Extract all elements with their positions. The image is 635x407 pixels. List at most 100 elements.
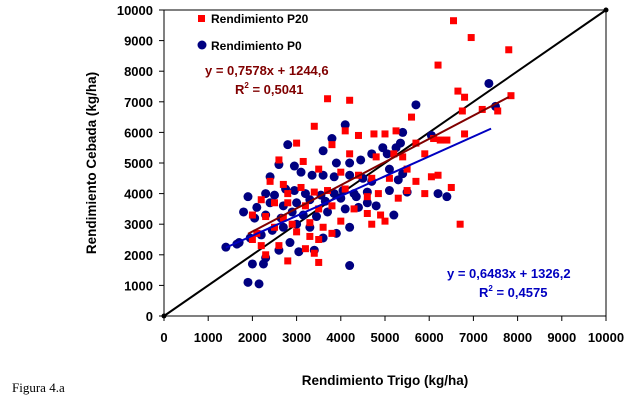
data-point-p0 <box>292 198 302 208</box>
data-point-p0 <box>442 192 452 202</box>
data-point-p20 <box>315 205 323 213</box>
data-point-p0 <box>340 204 350 214</box>
data-point-p0 <box>285 238 295 248</box>
data-point-p0 <box>289 186 299 196</box>
data-point-p0 <box>484 78 494 88</box>
data-point-p20 <box>293 228 301 236</box>
data-point-p20 <box>443 136 451 144</box>
data-point-p20 <box>262 213 270 221</box>
y-tick-label: 6000 <box>124 125 153 140</box>
data-point-p20 <box>279 180 287 188</box>
data-point-p20 <box>284 257 292 265</box>
x-tick-label: 10000 <box>588 330 624 345</box>
data-point-p20 <box>381 217 389 225</box>
reference-end-point <box>603 7 609 13</box>
data-point-p20 <box>430 135 438 143</box>
data-point-p20 <box>297 183 305 191</box>
data-point-p0 <box>289 161 299 171</box>
y-tick-label: 1000 <box>124 278 153 293</box>
legend-marker-p20 <box>198 15 205 22</box>
data-point-p0 <box>247 259 257 269</box>
data-point-p20 <box>394 194 402 202</box>
data-point-p0 <box>329 189 339 199</box>
data-point-p20 <box>306 219 314 227</box>
data-point-p20 <box>392 127 400 135</box>
data-point-p0 <box>294 247 304 257</box>
y-tick-label: 7000 <box>124 95 153 110</box>
data-point-p20 <box>370 130 378 138</box>
y-tick-label: 3000 <box>124 217 153 232</box>
data-point-p20 <box>454 87 462 95</box>
data-point-p20 <box>266 177 274 185</box>
data-point-p20 <box>461 130 469 138</box>
data-point-p20 <box>341 185 349 193</box>
data-point-p20 <box>299 157 307 165</box>
data-point-p0 <box>362 198 372 208</box>
data-point-p0 <box>398 127 408 137</box>
data-point-p0 <box>384 164 394 174</box>
data-point-p20 <box>257 242 265 250</box>
data-point-p20 <box>315 165 323 173</box>
equation-p0: y = 0,6483x + 1326,2 <box>447 266 571 281</box>
data-point-p0 <box>382 149 392 159</box>
x-tick-label: 3000 <box>282 330 311 345</box>
data-point-p0 <box>433 189 443 199</box>
data-point-p20 <box>368 174 376 182</box>
data-point-p20 <box>450 17 458 25</box>
x-tick-label: 5000 <box>371 330 400 345</box>
data-point-p20 <box>306 232 314 240</box>
data-point-p20 <box>505 46 513 54</box>
x-axis-title: Rendimiento Trigo (kg/ha) <box>302 373 469 388</box>
data-point-p0 <box>411 100 421 110</box>
r2-value-p0: = 0,4575 <box>493 285 548 300</box>
y-tick-label: 9000 <box>124 34 153 49</box>
data-point-p20 <box>310 249 318 257</box>
data-point-p0 <box>254 279 264 289</box>
x-tick-label: 0 <box>160 330 167 345</box>
data-point-p20 <box>248 236 256 243</box>
data-point-p0 <box>252 202 262 212</box>
trend-line-p0 <box>225 127 492 249</box>
data-point-p0 <box>261 189 271 199</box>
data-point-p0 <box>296 167 306 177</box>
data-point-p0 <box>318 146 328 156</box>
data-point-p20 <box>315 236 323 243</box>
data-point-p20 <box>337 168 345 176</box>
y-tick-label: 8000 <box>124 64 153 79</box>
x-tick-label: 4000 <box>326 330 355 345</box>
figure-caption: Figura 4.a <box>12 380 65 395</box>
data-point-p20 <box>381 130 389 138</box>
y-tick-label: 5000 <box>124 156 153 171</box>
data-point-p0 <box>278 222 288 232</box>
data-point-p0 <box>270 190 279 200</box>
data-point-p0 <box>243 192 253 202</box>
data-point-p20 <box>301 245 309 253</box>
data-point-p0 <box>239 207 249 217</box>
x-tick-label: 6000 <box>415 330 444 345</box>
y-tick-label: 10000 <box>117 3 153 18</box>
data-point-p20 <box>279 214 287 222</box>
r2-superscript-p0: 2 <box>488 284 493 293</box>
data-point-p20 <box>324 95 332 103</box>
data-point-p20 <box>328 229 336 237</box>
data-point-p20 <box>421 150 429 158</box>
data-point-p20 <box>412 177 420 185</box>
data-point-p0 <box>345 222 355 232</box>
r2-label-p20: R <box>235 82 245 97</box>
data-point-p0 <box>395 138 405 148</box>
data-point-p20 <box>436 136 444 144</box>
data-point-p0 <box>345 170 355 180</box>
data-point-p20 <box>507 92 515 100</box>
data-point-p20 <box>354 131 362 139</box>
data-point-p20 <box>350 205 358 213</box>
trend-lines <box>225 96 510 249</box>
data-point-p20 <box>403 187 411 195</box>
x-tick-label: 8000 <box>503 330 532 345</box>
data-point-p20 <box>301 202 309 210</box>
data-point-p0 <box>345 158 355 168</box>
data-point-p20 <box>377 211 385 219</box>
data-point-p20 <box>447 183 455 191</box>
data-point-p0 <box>345 261 355 271</box>
data-point-p20 <box>412 139 420 147</box>
data-point-p20 <box>310 122 318 130</box>
